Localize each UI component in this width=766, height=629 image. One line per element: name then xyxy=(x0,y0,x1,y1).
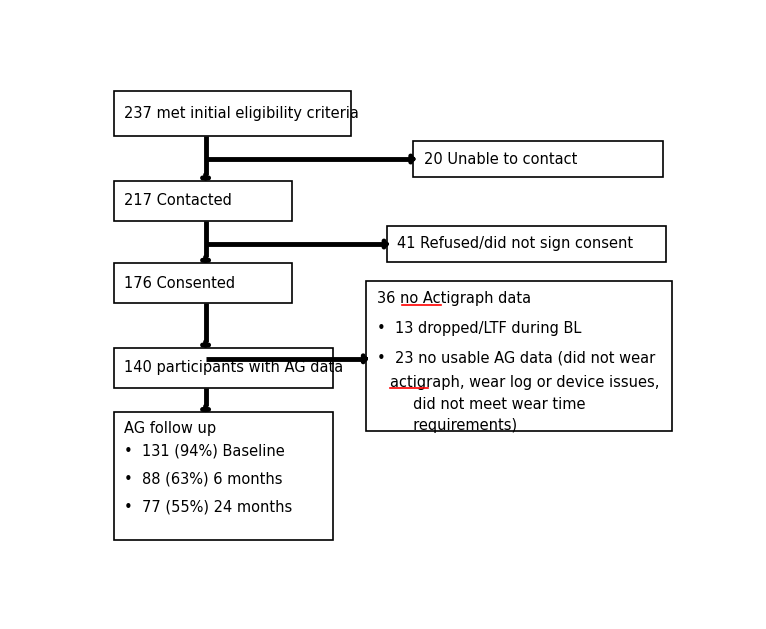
FancyBboxPatch shape xyxy=(366,281,672,431)
Text: •  88 (63%) 6 months: • 88 (63%) 6 months xyxy=(124,472,283,487)
Text: 176 Consented: 176 Consented xyxy=(124,276,235,291)
Text: AG follow up: AG follow up xyxy=(124,421,216,436)
Text: •  23 no usable AG data (did not wear: • 23 no usable AG data (did not wear xyxy=(377,350,655,365)
Text: 217 Contacted: 217 Contacted xyxy=(124,193,232,208)
FancyBboxPatch shape xyxy=(414,141,663,177)
Text: 41 Refused/did not sign consent: 41 Refused/did not sign consent xyxy=(398,237,633,251)
Text: •  131 (94%) Baseline: • 131 (94%) Baseline xyxy=(124,443,285,459)
FancyBboxPatch shape xyxy=(113,91,351,136)
Text: 20 Unable to contact: 20 Unable to contact xyxy=(424,152,578,167)
Text: •  13 dropped/LTF during BL: • 13 dropped/LTF during BL xyxy=(377,321,581,336)
FancyBboxPatch shape xyxy=(113,263,292,303)
FancyBboxPatch shape xyxy=(113,181,292,221)
FancyBboxPatch shape xyxy=(387,226,666,262)
FancyBboxPatch shape xyxy=(113,348,333,388)
FancyBboxPatch shape xyxy=(113,412,333,540)
Text: actigraph, wear log or device issues,
     did not meet wear time
     requireme: actigraph, wear log or device issues, di… xyxy=(390,376,659,433)
Text: •  77 (55%) 24 months: • 77 (55%) 24 months xyxy=(124,500,293,515)
Text: 36 no Actigraph data: 36 no Actigraph data xyxy=(377,291,531,306)
Text: 237 met initial eligibility criteria: 237 met initial eligibility criteria xyxy=(124,106,359,121)
Text: 140 participants with AG data: 140 participants with AG data xyxy=(124,360,343,376)
